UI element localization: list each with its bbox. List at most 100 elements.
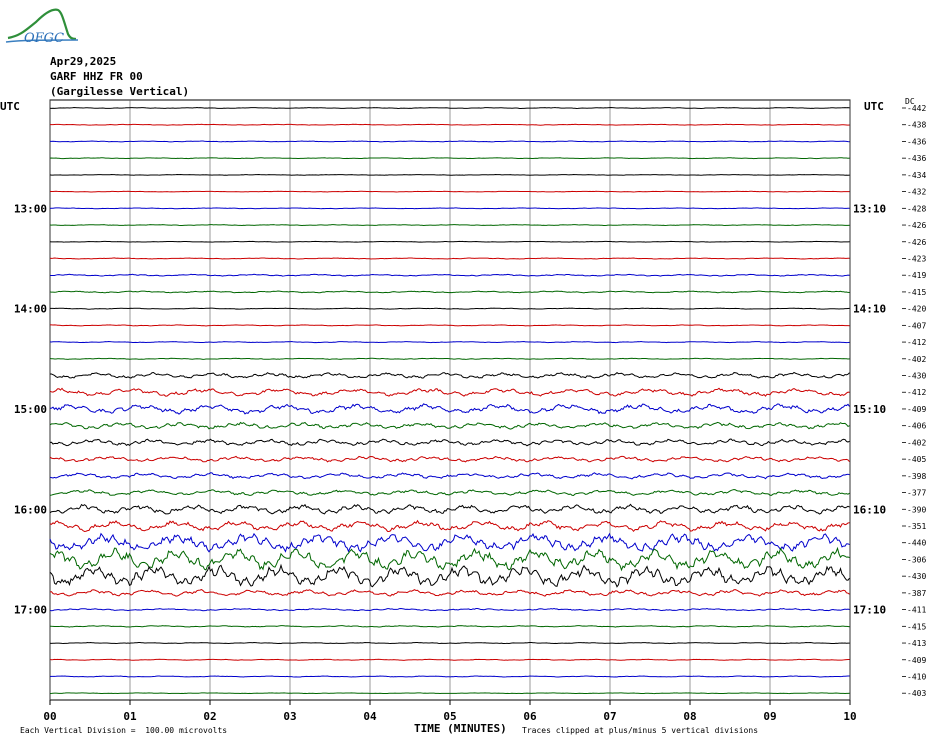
station-name: (Gargilesse Vertical)	[50, 85, 190, 98]
left-hour-label: 16:00	[14, 503, 47, 516]
dc-offset-label: -412	[907, 388, 926, 397]
dc-offset-label: -387	[907, 589, 926, 598]
ofgc-logo: OFGC	[5, 8, 79, 46]
dc-offset-label: -402	[907, 355, 926, 364]
dc-offset-label: -406	[907, 422, 926, 431]
x-tick-label: 07	[603, 710, 616, 723]
dc-offset-label: -407	[907, 321, 926, 330]
trace-line	[49, 532, 850, 553]
x-tick-label: 05	[443, 710, 456, 723]
dc-offset-label: -438	[907, 121, 926, 130]
left-hour-label: 14:00	[14, 303, 47, 316]
dc-offset-label: -412	[907, 338, 926, 347]
dc-offset-label: -413	[907, 639, 926, 648]
left-axis-label: UTC	[0, 100, 20, 113]
traces	[49, 107, 850, 695]
trace-line	[49, 190, 850, 193]
left-hour-label: 17:00	[14, 604, 47, 617]
footer-scale-note: Each Vertical Division = 100.00 microvol…	[20, 726, 228, 735]
x-tick-label: 04	[363, 710, 377, 723]
trace-line	[49, 123, 850, 126]
dc-offset-label: -402	[907, 438, 926, 447]
dc-offset-label: -403	[907, 689, 926, 698]
dc-offset-label: -436	[907, 154, 926, 163]
dc-offset-label: -415	[907, 288, 926, 297]
right-hour-label: 17:10	[853, 604, 886, 617]
left-hour-label: 15:00	[14, 403, 47, 416]
trace-line	[49, 589, 850, 597]
dc-offset-label: -442	[907, 104, 926, 113]
trace-line	[49, 546, 850, 572]
grid	[49, 99, 851, 705]
dc-offset-label: -426	[907, 221, 926, 230]
dc-offset-label: -434	[907, 171, 926, 180]
trace-line	[49, 240, 850, 243]
right-hour-label: 13:10	[853, 202, 886, 215]
dc-offset-label: -409	[907, 405, 926, 414]
dc-offset-label: -351	[907, 522, 926, 531]
x-tick-label: 01	[123, 710, 137, 723]
dc-offset-label: -410	[907, 672, 926, 681]
trace-line	[49, 607, 850, 612]
dc-offset-label: -398	[907, 472, 926, 481]
trace-line	[49, 625, 850, 628]
dc-label: DC	[905, 97, 915, 106]
trace-line	[49, 489, 850, 496]
dc-offset-label: -415	[907, 622, 926, 631]
x-tick-label: 09	[763, 710, 776, 723]
trace-line	[49, 207, 850, 210]
right-hour-label: 15:10	[853, 403, 886, 416]
x-tick-label: 08	[683, 710, 696, 723]
trace-line	[49, 658, 850, 661]
trace-line	[49, 455, 850, 463]
trace-line	[49, 273, 850, 277]
trace-line	[49, 224, 850, 227]
trace-line	[49, 503, 850, 515]
trace-line	[49, 438, 850, 447]
trace-line	[49, 157, 850, 160]
trace-line	[49, 341, 850, 344]
trace-line	[49, 371, 850, 379]
trace-line	[49, 257, 850, 260]
plot-date: Apr29,2025	[50, 55, 117, 68]
dc-offset-label: -306	[907, 555, 926, 564]
dc-offset-label: -428	[907, 204, 926, 213]
trace-line	[49, 107, 850, 109]
trace-line	[49, 675, 850, 678]
dc-offset-label: -420	[907, 305, 926, 314]
dc-offset-label: -432	[907, 188, 926, 197]
footer-clip-note: Traces clipped at plus/minus 5 vertical …	[522, 726, 759, 735]
trace-line	[49, 174, 850, 176]
trace-line	[49, 472, 850, 480]
dc-offset-label: -377	[907, 489, 926, 498]
trace-line	[49, 403, 850, 415]
x-tick-label: 10	[843, 710, 856, 723]
dc-offset-label: -390	[907, 505, 926, 514]
dc-offset-label: -405	[907, 455, 926, 464]
dc-offset-label: -426	[907, 238, 926, 247]
x-tick-label: 00	[43, 710, 56, 723]
right-axis-label: UTC	[864, 100, 884, 113]
x-tick-label: 03	[283, 710, 296, 723]
trace-line	[49, 692, 850, 695]
axis-labels: 00 01 02 03 04 05 06 07 08 09 10 -442 -438 -436 -436 -4…	[0, 97, 926, 723]
dc-offset-label: -430	[907, 372, 926, 381]
trace-line	[49, 387, 850, 397]
x-axis-title: TIME (MINUTES)	[414, 722, 507, 735]
trace-line	[49, 563, 850, 588]
station-code: GARF HHZ FR 00	[50, 70, 143, 83]
trace-line	[49, 357, 850, 360]
dc-offset-label: -430	[907, 572, 926, 581]
trace-line	[49, 307, 850, 310]
trace-line	[49, 324, 850, 327]
trace-line	[49, 421, 850, 430]
x-tick-label: 02	[203, 710, 216, 723]
dc-offset-label: -419	[907, 271, 926, 280]
logo-text: OFGC	[24, 31, 64, 46]
dc-offset-label: -409	[907, 656, 926, 665]
dc-offset-label: -423	[907, 254, 926, 263]
x-tick-label: 06	[523, 710, 537, 723]
trace-line	[49, 140, 850, 143]
trace-line	[49, 519, 850, 533]
